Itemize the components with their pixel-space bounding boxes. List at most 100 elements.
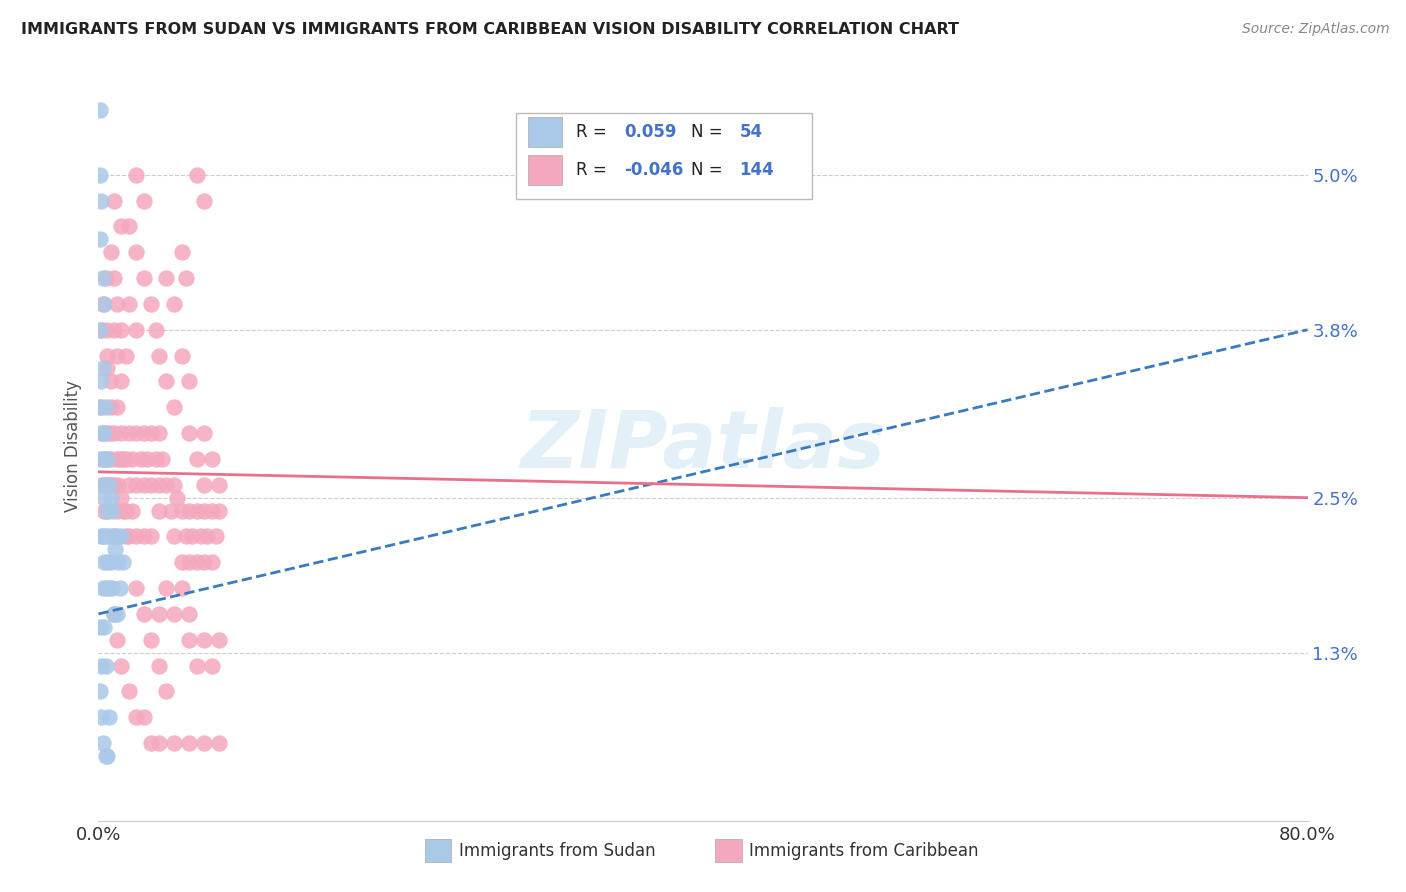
Text: 144: 144 xyxy=(740,161,775,178)
Point xyxy=(94,477,117,491)
Point xyxy=(89,103,111,117)
Point xyxy=(148,607,170,621)
Point xyxy=(105,297,128,311)
Point xyxy=(91,297,114,311)
Point xyxy=(179,375,201,389)
Point xyxy=(190,529,212,543)
Point xyxy=(179,426,201,441)
Point xyxy=(179,736,201,750)
Point xyxy=(103,529,125,543)
Point xyxy=(103,271,125,285)
Point xyxy=(100,245,122,260)
Text: N =: N = xyxy=(690,161,723,178)
Point xyxy=(208,477,231,491)
Point xyxy=(170,245,193,260)
Point xyxy=(125,168,148,182)
Point xyxy=(103,194,125,208)
Point xyxy=(89,232,111,246)
FancyBboxPatch shape xyxy=(716,839,742,862)
Point xyxy=(148,503,170,517)
Point xyxy=(141,529,163,543)
Point xyxy=(96,503,118,517)
Point xyxy=(148,349,170,363)
Point xyxy=(90,194,112,208)
Point xyxy=(105,529,128,543)
Point xyxy=(132,607,155,621)
Point xyxy=(132,426,155,441)
Point xyxy=(90,529,112,543)
Point xyxy=(101,503,124,517)
Point xyxy=(103,607,125,621)
Text: 54: 54 xyxy=(740,123,762,141)
Point xyxy=(93,426,115,441)
Point xyxy=(129,451,152,466)
Point xyxy=(195,529,218,543)
Point xyxy=(91,271,114,285)
Point xyxy=(163,401,186,415)
Text: Immigrants from Sudan: Immigrants from Sudan xyxy=(458,842,655,860)
Point xyxy=(96,503,118,517)
Point xyxy=(91,451,114,466)
Point xyxy=(155,375,177,389)
FancyBboxPatch shape xyxy=(527,117,561,147)
Point xyxy=(90,477,112,491)
Point xyxy=(118,529,141,543)
Point xyxy=(135,451,157,466)
Text: ZIPatlas: ZIPatlas xyxy=(520,407,886,485)
Point xyxy=(163,736,186,750)
Point xyxy=(94,477,117,491)
Point xyxy=(145,323,167,337)
Point xyxy=(163,297,186,311)
Point xyxy=(94,401,117,415)
Point xyxy=(94,426,117,441)
Point xyxy=(91,529,114,543)
Point xyxy=(132,710,155,724)
Point xyxy=(91,426,114,441)
Point xyxy=(201,555,224,569)
Point xyxy=(125,581,148,595)
Point xyxy=(93,297,115,311)
Point xyxy=(91,581,114,595)
Point xyxy=(96,361,118,376)
Point xyxy=(155,581,177,595)
Point xyxy=(148,426,170,441)
Point xyxy=(111,555,134,569)
Point xyxy=(90,323,112,337)
Point xyxy=(174,271,197,285)
Point xyxy=(105,451,128,466)
Point xyxy=(103,529,125,543)
Point xyxy=(193,477,215,491)
Point xyxy=(141,736,163,750)
Point xyxy=(145,451,167,466)
Point xyxy=(163,529,186,543)
Point xyxy=(193,426,215,441)
Point xyxy=(110,426,132,441)
Point xyxy=(170,555,193,569)
Point xyxy=(155,477,177,491)
Point xyxy=(93,620,115,634)
Text: Source: ZipAtlas.com: Source: ZipAtlas.com xyxy=(1241,22,1389,37)
Text: R =: R = xyxy=(576,123,607,141)
Point xyxy=(160,503,183,517)
Point xyxy=(98,581,121,595)
Point xyxy=(174,529,197,543)
Point xyxy=(96,555,118,569)
Point xyxy=(132,194,155,208)
Point xyxy=(111,503,134,517)
Text: 0.059: 0.059 xyxy=(624,123,676,141)
Point xyxy=(118,477,141,491)
Point xyxy=(100,491,122,505)
Point xyxy=(105,632,128,647)
Point xyxy=(208,632,231,647)
Point xyxy=(125,529,148,543)
Point xyxy=(100,451,122,466)
Point xyxy=(110,658,132,673)
Point xyxy=(110,529,132,543)
Point xyxy=(94,581,117,595)
Point xyxy=(103,607,125,621)
Point xyxy=(179,632,201,647)
Point xyxy=(90,426,112,441)
Point xyxy=(170,581,193,595)
Point xyxy=(107,555,129,569)
Point xyxy=(89,168,111,182)
